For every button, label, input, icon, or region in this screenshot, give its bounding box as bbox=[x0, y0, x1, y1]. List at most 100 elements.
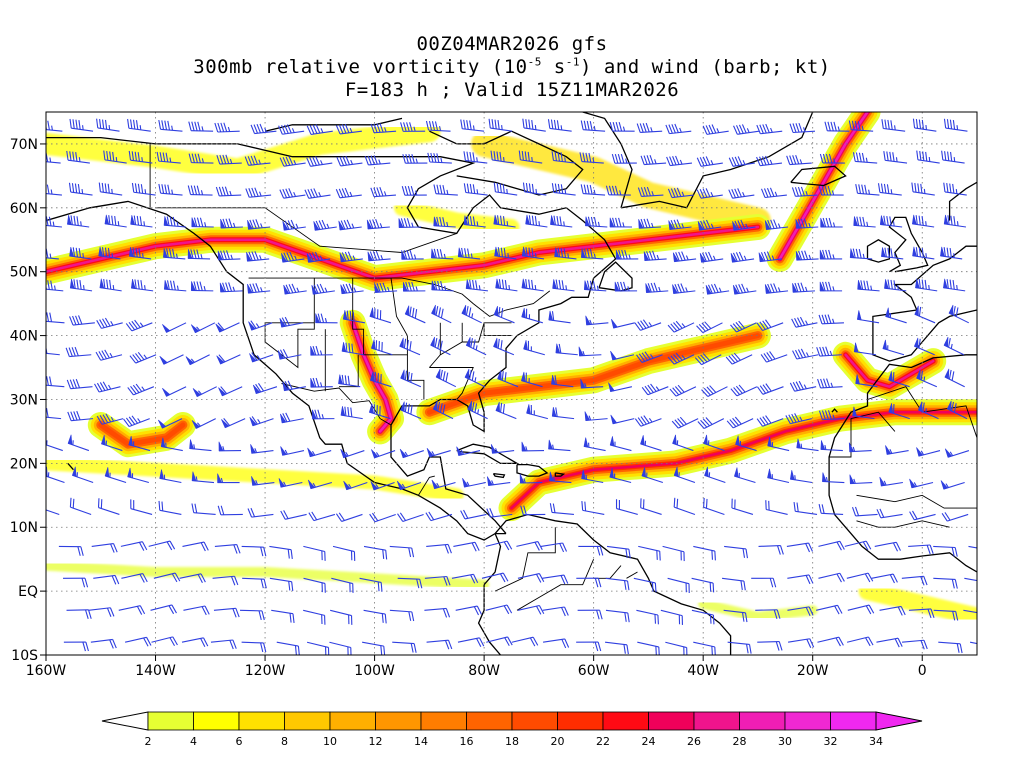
coastline-segment bbox=[477, 584, 501, 655]
wind-barb bbox=[611, 319, 635, 329]
wind-barb bbox=[242, 577, 267, 589]
wind-barb bbox=[946, 400, 968, 420]
wind-barb bbox=[638, 218, 662, 229]
wind-barb bbox=[792, 282, 815, 293]
wind-barb bbox=[583, 280, 607, 292]
wind-barb bbox=[486, 508, 513, 518]
wind-barb bbox=[581, 469, 604, 484]
wind-barb bbox=[396, 480, 422, 491]
vorticity-contour bbox=[99, 423, 185, 446]
wind-barb bbox=[517, 573, 545, 583]
wind-barb bbox=[183, 605, 210, 616]
wind-barb bbox=[96, 317, 123, 329]
title-exponent-1: -5 bbox=[527, 55, 542, 69]
wind-barb bbox=[637, 186, 664, 197]
vorticity-streak bbox=[498, 399, 977, 522]
wind-barb bbox=[796, 438, 819, 452]
wind-barb bbox=[888, 403, 910, 420]
wind-barb bbox=[912, 214, 935, 228]
wind-barb bbox=[426, 447, 451, 458]
vorticity-background-band bbox=[858, 582, 977, 626]
wind-barb bbox=[485, 604, 513, 615]
wind-barb bbox=[120, 541, 148, 551]
wind-barb bbox=[400, 122, 426, 132]
wind-barb bbox=[158, 500, 182, 515]
wind-barb bbox=[127, 467, 149, 484]
wind-barb bbox=[877, 183, 902, 196]
wind-barb bbox=[732, 283, 757, 295]
wind-barb bbox=[673, 497, 696, 515]
wind-barb bbox=[216, 354, 241, 365]
colorbar-label: 16 bbox=[460, 735, 474, 748]
lat-tick-label: 10N bbox=[10, 520, 38, 536]
wind-barb bbox=[248, 320, 273, 331]
wind-barb bbox=[725, 352, 753, 365]
colorbar: 2 4 6 8 10 12 14 16 18 20 22 24 26 28 30 32 34 bbox=[101, 711, 923, 748]
wind-barb bbox=[853, 216, 876, 228]
colorbar-low-arrow bbox=[101, 711, 149, 731]
wind-barb bbox=[669, 384, 697, 397]
wind-barb bbox=[756, 415, 784, 427]
wind-barb bbox=[312, 409, 335, 420]
wind-barb bbox=[817, 636, 844, 647]
wind-barb bbox=[542, 574, 569, 585]
wind-barb bbox=[182, 541, 209, 552]
wind-barb bbox=[488, 118, 513, 132]
wind-barb bbox=[251, 476, 275, 486]
wind-barb bbox=[281, 251, 305, 263]
wind-barb bbox=[188, 121, 214, 132]
wind-barb bbox=[634, 415, 662, 427]
wind-barb bbox=[730, 384, 758, 397]
wind-barb bbox=[756, 319, 784, 331]
wind-barb bbox=[760, 351, 788, 363]
map-axes: 160W 140W 120W 100W 80W 60W 40W 20W 0 70N 60N 50N 40… bbox=[10, 137, 927, 679]
wind-barb bbox=[241, 545, 267, 557]
border-segment bbox=[281, 383, 392, 426]
wind-barb bbox=[585, 216, 608, 228]
wind-barb bbox=[191, 503, 216, 516]
wind-barb bbox=[757, 640, 783, 651]
wind-barb bbox=[610, 414, 635, 425]
wind-barb bbox=[98, 246, 121, 260]
vorticity-contour bbox=[351, 321, 393, 433]
wind-barb bbox=[581, 501, 605, 515]
wind-barb bbox=[551, 407, 575, 420]
wind-barb bbox=[69, 278, 93, 292]
colorbar-label: 8 bbox=[281, 735, 288, 748]
wind-barb bbox=[760, 187, 787, 199]
wind-barb bbox=[219, 282, 243, 293]
wind-barb bbox=[611, 153, 637, 164]
wind-barb bbox=[668, 219, 692, 230]
coastline-segment bbox=[46, 136, 617, 535]
wind-barb bbox=[756, 155, 783, 167]
wind-barb bbox=[310, 377, 333, 388]
wind-barb bbox=[610, 350, 635, 361]
wind-barb bbox=[340, 448, 365, 459]
wind-barb bbox=[306, 156, 333, 167]
wind-barb bbox=[522, 118, 546, 132]
wind-barb bbox=[818, 504, 844, 516]
wind-barb bbox=[819, 281, 843, 292]
wind-barb bbox=[192, 386, 217, 397]
wind-barb bbox=[848, 442, 872, 453]
wind-barb bbox=[969, 641, 977, 645]
wind-barb bbox=[549, 471, 572, 484]
lat-tick-label: EQ bbox=[18, 584, 38, 600]
wind-barb bbox=[101, 435, 123, 452]
lat-tick-label: 10S bbox=[11, 648, 38, 664]
wind-barb bbox=[944, 448, 970, 458]
wind-barb bbox=[46, 184, 62, 196]
colorbar-label: 28 bbox=[733, 735, 747, 748]
wind-barb bbox=[548, 310, 571, 324]
wind-barb bbox=[917, 401, 939, 420]
wind-barb bbox=[520, 505, 546, 516]
wind-barb bbox=[123, 415, 150, 428]
wind-barb bbox=[909, 510, 936, 521]
wind-barb bbox=[96, 413, 124, 425]
wind-barb bbox=[249, 416, 274, 427]
wind-barb bbox=[916, 150, 940, 164]
wind-barb bbox=[963, 609, 977, 614]
wind-barb bbox=[521, 371, 543, 388]
wind-barb bbox=[159, 354, 184, 365]
wind-barb bbox=[97, 498, 120, 515]
